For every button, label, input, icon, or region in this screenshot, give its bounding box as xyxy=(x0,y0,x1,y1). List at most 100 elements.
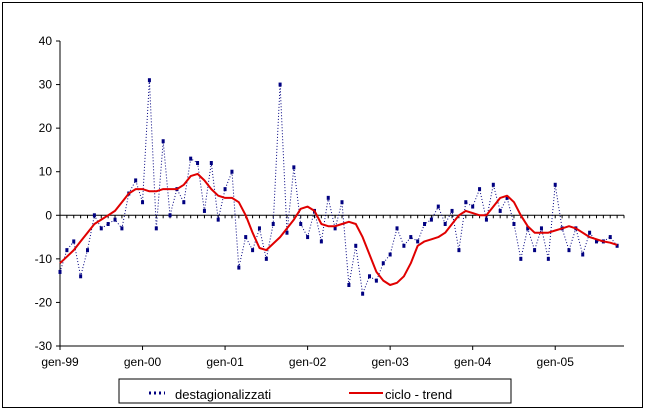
data-point-destagionalizzati xyxy=(168,213,172,218)
y-tick-label: -10 xyxy=(35,252,53,266)
data-point-destagionalizzati xyxy=(223,187,227,192)
data-point-destagionalizzati xyxy=(134,178,138,183)
data-point-destagionalizzati xyxy=(251,248,255,253)
data-point-destagionalizzati xyxy=(484,217,488,222)
y-tick-label: 20 xyxy=(39,121,53,135)
y-tick-label: 40 xyxy=(39,34,53,48)
data-point-destagionalizzati xyxy=(361,291,365,296)
data-point-destagionalizzati xyxy=(615,243,619,248)
data-point-destagionalizzati xyxy=(182,200,186,205)
y-tick-label: 10 xyxy=(39,165,53,179)
data-point-destagionalizzati xyxy=(409,235,413,240)
data-point-destagionalizzati xyxy=(189,156,193,161)
data-point-destagionalizzati xyxy=(581,252,585,257)
data-point-destagionalizzati xyxy=(65,248,69,253)
y-tick-label: 30 xyxy=(39,78,53,92)
data-point-destagionalizzati xyxy=(278,82,282,87)
data-point-destagionalizzati xyxy=(257,226,261,231)
legend-box xyxy=(118,378,512,404)
plot-area xyxy=(58,78,619,296)
data-point-destagionalizzati xyxy=(512,222,516,226)
y-tick-labels: -30 -20 -10 0 10 20 30 40 xyxy=(35,34,53,353)
data-point-destagionalizzati xyxy=(72,239,76,244)
x-tick-label: gen-99 xyxy=(41,355,79,369)
data-point-destagionalizzati xyxy=(86,248,90,253)
legend: destagionalizzati ciclo - trend xyxy=(118,378,512,404)
x-tick-label: gen-03 xyxy=(371,355,409,369)
data-point-destagionalizzati xyxy=(478,187,482,192)
x-tick-label: gen-02 xyxy=(289,355,327,369)
y-tick-label: 0 xyxy=(45,208,52,222)
data-point-destagionalizzati xyxy=(340,200,344,205)
data-point-destagionalizzati xyxy=(471,204,475,209)
series-line-destagionalizzati xyxy=(59,80,618,296)
data-point-destagionalizzati xyxy=(141,200,145,205)
data-point-destagionalizzati xyxy=(381,261,385,266)
x-tick-label: gen-05 xyxy=(537,355,575,369)
data-point-destagionalizzati xyxy=(450,208,454,213)
data-point-destagionalizzati xyxy=(106,222,110,226)
data-point-destagionalizzati xyxy=(333,226,337,231)
data-point-destagionalizzati xyxy=(388,252,392,257)
data-point-destagionalizzati xyxy=(539,226,543,231)
data-point-destagionalizzati xyxy=(354,243,358,248)
data-point-destagionalizzati xyxy=(368,274,372,279)
data-point-destagionalizzati xyxy=(505,195,509,200)
data-point-destagionalizzati xyxy=(608,235,612,240)
data-point-destagionalizzati xyxy=(196,161,200,165)
x-tick-labels: gen-99 gen-00 gen-01 gen-02 gen-03 gen-04 gen-… xyxy=(41,355,574,369)
data-point-destagionalizzati xyxy=(457,248,461,253)
data-point-destagionalizzati xyxy=(347,283,351,287)
data-point-destagionalizzati xyxy=(567,248,571,253)
data-point-destagionalizzati xyxy=(429,217,433,222)
data-point-destagionalizzati xyxy=(306,235,310,240)
data-point-destagionalizzati xyxy=(120,226,124,231)
data-point-destagionalizzati xyxy=(230,169,234,174)
data-point-destagionalizzati xyxy=(416,239,420,244)
data-point-destagionalizzati xyxy=(271,222,275,226)
data-point-destagionalizzati xyxy=(519,256,523,261)
x-tick-label: gen-01 xyxy=(206,355,244,369)
data-point-destagionalizzati xyxy=(92,213,96,218)
data-point-destagionalizzati xyxy=(526,226,530,231)
data-point-destagionalizzati xyxy=(594,239,598,244)
data-point-destagionalizzati xyxy=(374,278,378,283)
data-point-destagionalizzati xyxy=(113,217,117,222)
series-line-ciclo-trend xyxy=(59,172,618,286)
data-point-destagionalizzati xyxy=(326,195,330,200)
data-point-destagionalizzati xyxy=(546,256,550,261)
data-point-destagionalizzati xyxy=(147,78,151,83)
y-tick-label: -20 xyxy=(35,295,53,309)
axes xyxy=(56,40,625,350)
x-tick-label: gen-00 xyxy=(124,355,162,369)
data-point-destagionalizzati xyxy=(588,230,592,235)
data-point-destagionalizzati xyxy=(491,182,495,187)
data-point-destagionalizzati xyxy=(79,274,83,279)
data-point-destagionalizzati xyxy=(464,200,468,205)
data-point-destagionalizzati xyxy=(58,269,62,274)
data-point-destagionalizzati xyxy=(292,165,296,170)
data-point-destagionalizzati xyxy=(402,243,406,248)
data-point-destagionalizzati xyxy=(244,235,248,240)
data-point-destagionalizzati xyxy=(395,226,399,231)
data-point-destagionalizzati xyxy=(553,182,557,187)
data-point-destagionalizzati xyxy=(99,226,103,231)
data-point-destagionalizzati xyxy=(498,208,502,213)
legend-label-ciclo-trend: ciclo - trend xyxy=(385,387,452,402)
data-point-destagionalizzati xyxy=(533,248,537,253)
data-point-destagionalizzati xyxy=(209,161,213,165)
data-point-destagionalizzati xyxy=(319,239,323,244)
data-point-destagionalizzati xyxy=(237,265,241,270)
y-tick-label: -30 xyxy=(35,339,53,353)
data-point-destagionalizzati xyxy=(202,208,206,213)
data-point-destagionalizzati xyxy=(436,204,440,209)
x-tick-label: gen-04 xyxy=(454,355,492,369)
data-point-destagionalizzati xyxy=(423,222,427,226)
data-point-destagionalizzati xyxy=(161,139,165,144)
data-point-destagionalizzati xyxy=(443,222,447,226)
data-point-destagionalizzati xyxy=(285,230,289,235)
data-point-destagionalizzati xyxy=(264,256,268,261)
chart-frame: -30 -20 -10 0 10 20 30 40 gen-99 gen-00 gen-01 gen… xyxy=(2,2,643,408)
data-point-destagionalizzati xyxy=(299,222,303,226)
